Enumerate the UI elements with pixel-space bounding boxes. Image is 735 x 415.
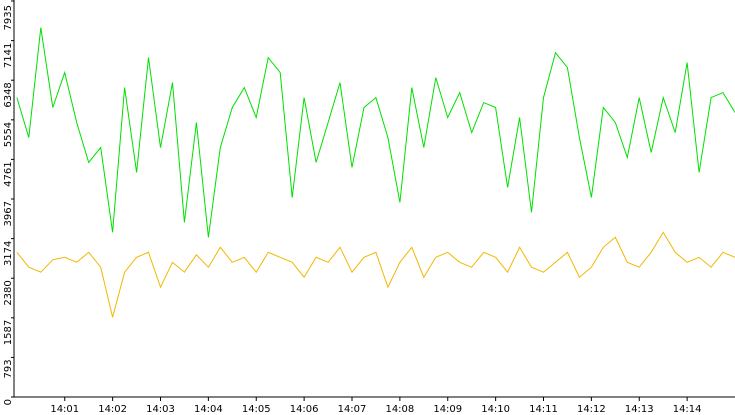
x-tick-label: 14:05 <box>242 404 271 415</box>
y-tick-label: 7141 <box>3 43 14 68</box>
x-tick-label: 14:11 <box>529 404 558 415</box>
series-line <box>16 27 735 238</box>
y-tick-label: 4761 <box>3 161 14 186</box>
y-tick-label: 6348 <box>3 82 14 107</box>
x-tick-label: 14:07 <box>338 404 367 415</box>
x-tick-label: 14:01 <box>50 404 79 415</box>
x-tick-label: 14:06 <box>290 404 319 415</box>
series-line <box>16 231 735 318</box>
y-tick-label: 793 <box>3 359 14 378</box>
x-tick-label: 14:03 <box>146 404 175 415</box>
y-tick-label: 3174 <box>3 241 14 266</box>
y-tick-label: 5554 <box>3 122 14 147</box>
x-tick-label: 14:10 <box>481 404 510 415</box>
y-tick-label: 1587 <box>3 320 14 345</box>
y-tick-label: 3967 <box>3 201 14 226</box>
x-tick-label: 14:02 <box>98 404 127 415</box>
y-tick-label: 0 <box>3 399 14 405</box>
x-tick-label: 14:13 <box>625 404 654 415</box>
x-tick-label: 14:04 <box>194 404 223 415</box>
y-tick-label: 7935 <box>3 5 14 30</box>
x-tick-label: 14:12 <box>577 404 606 415</box>
y-tick-label: 2380 <box>3 280 14 305</box>
x-tick-label: 14:09 <box>433 404 462 415</box>
x-tick-label: 14:08 <box>385 404 414 415</box>
x-tick-label: 14:14 <box>673 404 702 415</box>
